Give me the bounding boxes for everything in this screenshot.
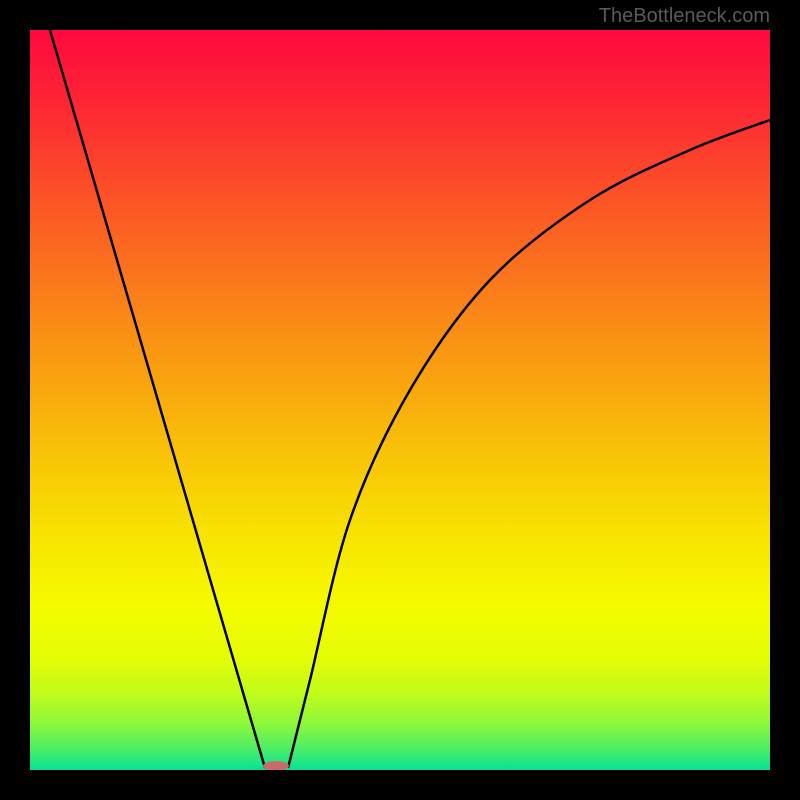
watermark-text: TheBottleneck.com (599, 5, 770, 28)
gradient-background (30, 30, 770, 770)
chart-svg (30, 30, 770, 770)
bottleneck-curve-chart (30, 30, 770, 770)
